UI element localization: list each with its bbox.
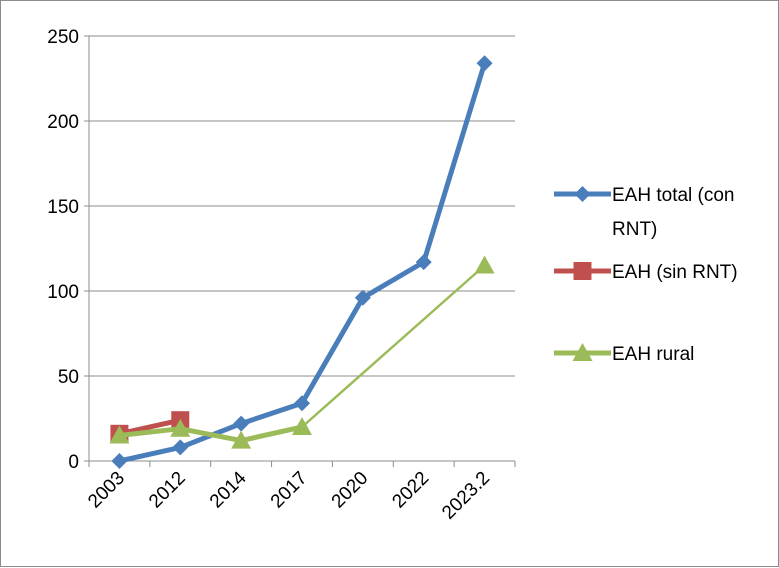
data-point xyxy=(474,255,495,274)
y-tick-label: 150 xyxy=(47,197,79,218)
legend-swatch-marker xyxy=(572,343,593,361)
data-point xyxy=(231,430,252,449)
x-tick-label: 2020 xyxy=(328,468,373,513)
series-line-segment xyxy=(116,426,183,438)
data-point xyxy=(476,55,493,72)
y-axis-ticks: 0 50 100 150 200 250 xyxy=(47,27,89,473)
series-layer xyxy=(109,55,495,469)
legend-swatch-marker xyxy=(573,262,592,280)
legend-label: EAH (sin RNT) xyxy=(612,262,738,283)
axes xyxy=(88,36,515,462)
y-tick-label: 200 xyxy=(47,112,79,133)
series-line-segment xyxy=(360,259,427,301)
series-line-segment xyxy=(116,417,183,437)
series-line-segment xyxy=(177,426,244,444)
y-tick-label: 0 xyxy=(68,452,79,473)
legend: EAH total (con RNT) EAH (sin RNT) EAH rural xyxy=(554,185,738,365)
y-tick-label: 250 xyxy=(47,27,79,48)
data-point xyxy=(415,254,432,271)
gridlines xyxy=(89,35,515,377)
x-tick-label: 2023.2 xyxy=(438,468,494,524)
legend-swatch-marker xyxy=(574,186,591,202)
data-point xyxy=(111,453,128,469)
data-point xyxy=(170,418,191,437)
data-point xyxy=(292,417,312,435)
series-line-segment xyxy=(238,424,305,444)
x-tick-label: 2012 xyxy=(145,468,190,513)
legend-item: EAH rural xyxy=(554,343,694,365)
data-point xyxy=(354,289,371,306)
x-tick-label: 2017 xyxy=(267,468,312,513)
series-line-segment xyxy=(238,400,305,427)
legend-label: EAH rural xyxy=(612,344,694,365)
y-tick-label: 100 xyxy=(47,282,79,303)
data-point xyxy=(109,425,130,444)
series-0 xyxy=(111,55,493,469)
series-line-segment xyxy=(300,264,486,429)
series-line-segment xyxy=(116,444,183,464)
x-axis-ticks: 2003 2012 2014 2017 2020 2022 2023.2 xyxy=(84,461,516,524)
series-line-segment xyxy=(299,295,366,406)
x-tick-label: 2014 xyxy=(206,467,251,512)
legend-label: EAH total (con xyxy=(612,185,735,206)
data-point xyxy=(294,395,310,412)
x-tick-label: 2022 xyxy=(389,468,434,513)
legend-item: EAH total (con RNT) xyxy=(554,185,735,240)
y-tick-label: 50 xyxy=(58,367,79,388)
data-point xyxy=(233,415,250,432)
series-line-segment xyxy=(421,60,488,265)
series-2 xyxy=(109,255,495,449)
legend-item: EAH (sin RNT) xyxy=(554,262,738,283)
legend-label: RNT) xyxy=(612,219,657,240)
data-point xyxy=(172,439,189,456)
x-tick-label: 2003 xyxy=(84,468,129,513)
